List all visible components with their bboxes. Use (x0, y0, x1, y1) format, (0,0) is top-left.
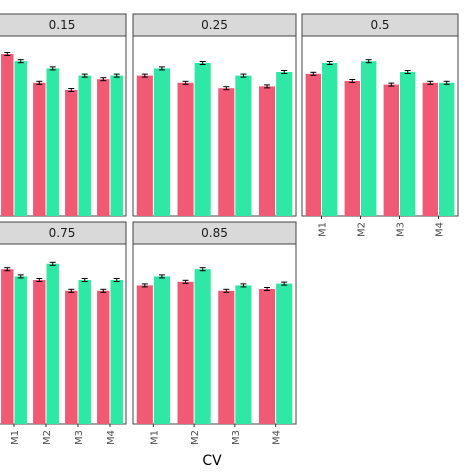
facet-bars (136, 61, 293, 216)
bar-m3-s2 (235, 285, 252, 424)
bar-m3-s1 (218, 88, 235, 216)
bar-m1-s2 (14, 61, 27, 216)
facet-strip-label: 0.85 (201, 226, 228, 240)
bar-m3-s2 (78, 280, 91, 424)
facet-strip-label: 0.5 (370, 18, 389, 32)
bar-m4-s2 (276, 72, 293, 216)
bar-m1-s1 (1, 54, 14, 216)
bar-m2-s2 (46, 263, 59, 424)
bar-m2-s2 (46, 68, 59, 216)
bar-m4-s2 (110, 280, 123, 424)
x-tick-label-m2: M2 (357, 222, 368, 237)
bar-m1-s2 (14, 276, 27, 424)
bar-m2-s1 (33, 280, 46, 424)
bar-m1-s2 (322, 63, 338, 216)
bar-m3-s1 (65, 90, 78, 216)
facet-panel-2: 0.5 M1 M2 M3 M4 (301, 13, 459, 237)
bar-m1-s2 (153, 68, 170, 216)
bar-m4-s1 (97, 290, 110, 424)
bar-m2-s1 (177, 281, 194, 424)
bar-m3-s2 (78, 75, 91, 216)
bar-m2-s1 (177, 82, 194, 216)
bar-m4-s2 (439, 82, 455, 216)
bar-m2-s2 (361, 61, 377, 216)
facet-panel-1: 0.25 (132, 13, 297, 217)
bar-m3-s2 (235, 75, 252, 216)
bar-m4-s1 (422, 82, 438, 216)
bar-m1-s1 (1, 269, 14, 424)
bar-m2-s2 (194, 63, 211, 216)
x-tick-label-m2: M2 (190, 430, 201, 445)
x-tick-label-m2: M2 (42, 430, 53, 445)
facet-strip-label: 0.75 (49, 226, 76, 240)
bar-m4-s2 (110, 75, 123, 216)
x-tick-label-m1: M1 (149, 430, 160, 445)
bar-m3-s1 (218, 290, 235, 424)
bar-m4-s2 (276, 283, 293, 424)
bar-m4-s1 (259, 289, 276, 424)
bar-m1-s1 (136, 285, 153, 424)
bar-m3-s2 (400, 72, 416, 216)
facet-panel-0: 0.15 (0, 13, 127, 217)
x-tick-label-m4: M4 (106, 430, 117, 445)
facet-bars (1, 52, 123, 216)
facet-bars (136, 267, 293, 424)
facet-panel-3: 0.75 M1 M2 M3 M4 (0, 221, 127, 445)
x-tick-label-m3: M3 (74, 430, 85, 445)
bar-m1-s1 (305, 73, 321, 216)
facet-strip-label: 0.15 (49, 18, 76, 32)
facet-panel-4: 0.85 M1 M2 M3 M4 (132, 221, 297, 445)
x-tick-label-m4: M4 (435, 222, 446, 237)
x-tick-label-m3: M3 (396, 222, 407, 237)
bar-m2-s1 (344, 81, 360, 216)
x-tick-label-m3: M3 (231, 430, 242, 445)
bar-m3-s1 (383, 84, 399, 216)
bar-m2-s1 (33, 82, 46, 216)
x-axis-title: CV (202, 453, 222, 469)
facet-bars (1, 261, 123, 424)
bar-m4-s1 (259, 86, 276, 216)
x-tick-label-m1: M1 (318, 222, 329, 237)
x-tick-label-m1: M1 (10, 430, 21, 445)
bar-m4-s1 (97, 79, 110, 216)
bar-m3-s1 (65, 290, 78, 424)
facet-strip-label: 0.25 (201, 18, 228, 32)
bar-m2-s2 (194, 269, 211, 424)
x-tick-label-m4: M4 (272, 430, 283, 445)
facet-bars (305, 59, 455, 216)
bar-m1-s1 (136, 75, 153, 216)
bar-m1-s2 (153, 276, 170, 424)
